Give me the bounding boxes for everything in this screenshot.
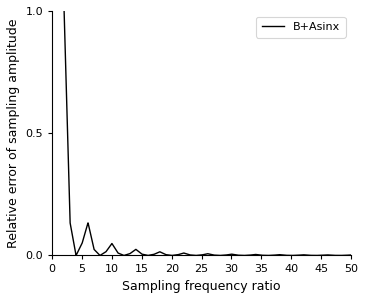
Y-axis label: Relative error of sampling amplitude: Relative error of sampling amplitude (7, 19, 20, 248)
Line: B+Asinx: B+Asinx (64, 11, 351, 256)
B+Asinx (62, 9, 66, 13)
B+Asinx (265, 254, 270, 257)
B+Asinx (341, 254, 345, 257)
Legend: B+Asinx: B+Asinx (256, 16, 346, 38)
B+Asinx (201, 253, 206, 256)
B+Asinx (288, 254, 292, 257)
B+Asinx (194, 254, 198, 257)
B+Asinx (77, 248, 81, 252)
X-axis label: Sampling frequency ratio: Sampling frequency ratio (122, 280, 281, 293)
B+Asinx (349, 253, 353, 257)
B+Asinx (341, 254, 345, 257)
